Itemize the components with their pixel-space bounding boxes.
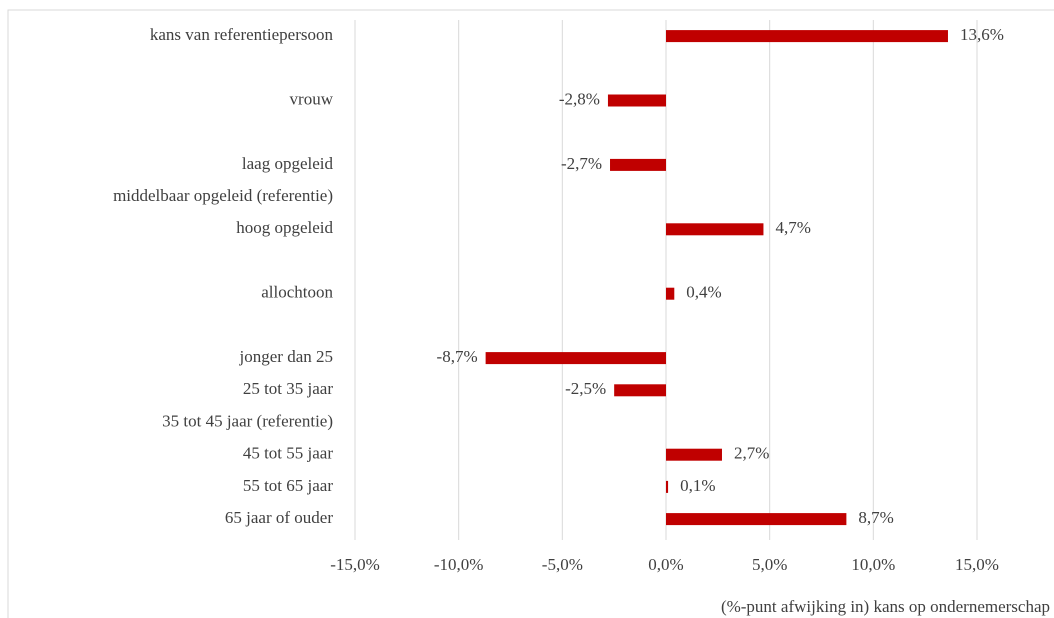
bar [666, 480, 669, 493]
bar [614, 384, 666, 397]
value-label: 13,6% [960, 25, 1004, 44]
chart-frame [7, 9, 1054, 618]
value-label: -2,8% [559, 89, 600, 108]
bar [666, 223, 764, 236]
y-tick-label: 35 tot 45 jaar (referentie) [162, 411, 333, 430]
value-label: -2,7% [561, 154, 602, 173]
value-label: 8,7% [858, 508, 893, 527]
value-label: 0,4% [686, 283, 721, 302]
x-tick-label: -5,0% [542, 555, 583, 574]
x-tick-label: 15,0% [955, 555, 999, 574]
x-tick-label: 0,0% [648, 555, 683, 574]
y-tick-label: 55 tot 65 jaar [243, 476, 334, 495]
y-tick-label: 25 tot 35 jaar [243, 379, 334, 398]
x-tick-label: 10,0% [851, 555, 895, 574]
y-tick-label: kans van referentiepersoon [150, 25, 334, 44]
y-tick-label: 45 tot 55 jaar [243, 444, 334, 463]
y-tick-label: 65 jaar of ouder [225, 508, 333, 527]
x-tick-label: -10,0% [434, 555, 484, 574]
x-tick-label: 5,0% [752, 555, 787, 574]
value-label: 2,7% [734, 444, 769, 463]
bar [666, 513, 847, 526]
value-label: -8,7% [437, 347, 478, 366]
bar [610, 158, 666, 171]
value-label: 0,1% [680, 476, 715, 495]
y-tick-label: vrouw [290, 89, 334, 108]
y-tick-label: hoog opgeleid [236, 218, 333, 237]
bar [607, 94, 666, 107]
value-label: 4,7% [775, 218, 810, 237]
y-tick-label: middelbaar opgeleid (referentie) [113, 186, 333, 205]
value-label: -2,5% [565, 379, 606, 398]
y-tick-label: allochtoon [261, 283, 333, 302]
bar [485, 352, 666, 365]
bar [666, 30, 948, 43]
bar [666, 448, 722, 461]
y-tick-label: jonger dan 25 [239, 347, 333, 366]
y-tick-label: laag opgeleid [242, 154, 334, 173]
x-axis-label: (%-punt afwijking in) kans op ondernemer… [721, 597, 1050, 616]
bar [666, 287, 675, 300]
x-tick-label: -15,0% [330, 555, 380, 574]
